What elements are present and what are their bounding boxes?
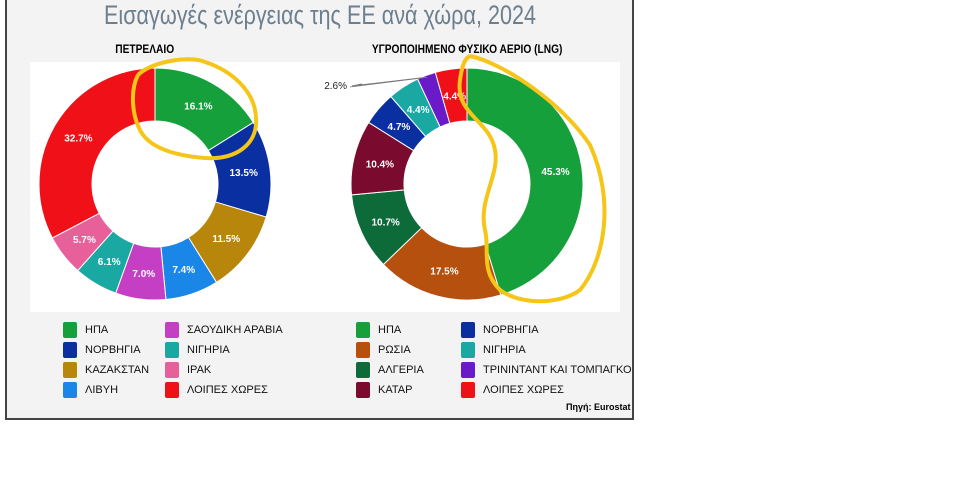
highlight-annotation-oil [131, 57, 259, 161]
legend-swatch [165, 362, 179, 378]
legend-label: ΣΑΟΥΔΙΚΗ ΑΡΑΒΙΑ [187, 324, 283, 336]
legend-label: ΚΑΤΑΡ [378, 384, 413, 396]
legend-swatch [63, 362, 77, 378]
data-label: 4.4% [407, 105, 430, 116]
legend-item: ΑΛΓΕΡΙΑ [356, 362, 424, 378]
data-label: 6.1% [98, 257, 121, 268]
legend-item: ΚΑΤΑΡ [356, 382, 412, 398]
legend-item: ΡΩΣΙΑ [356, 342, 411, 358]
source-note: Πηγή: Eurostat [566, 402, 631, 412]
legend-item: ΝΟΡΒΗΓΙΑ [461, 322, 539, 338]
oil-subtitle: ΠΕΤΡΕΛΑΙΟ [115, 42, 175, 56]
legend-label: ΙΡΑΚ [187, 364, 212, 376]
data-label: 16.1% [184, 102, 212, 113]
donut-slice [38, 67, 156, 239]
legend-label: ΝΙΓΗΡΙΑ [483, 344, 526, 356]
data-label: 4.4% [443, 91, 466, 102]
data-label: 10.4% [366, 159, 394, 170]
legend-swatch [356, 362, 370, 378]
legend-swatch [461, 322, 475, 338]
legend-item: ΗΠΑ [63, 322, 108, 338]
data-label: 13.5% [230, 168, 258, 179]
lng-subtitle: ΥΓΡΟΠΟΙΗΜΕΝΟ ΦΥΣΙΚΟ ΑΕΡΙΟ (LNG) [371, 42, 563, 56]
legend-label: ΝΙΓΗΡΙΑ [187, 344, 230, 356]
legend-label: ΛΟΙΠΕΣ ΧΩΡΕΣ [483, 384, 564, 396]
legend-item: ΝΟΡΒΗΓΙΑ [63, 342, 141, 358]
legend-label: ΝΟΡΒΗΓΙΑ [85, 344, 141, 356]
legend-swatch [356, 382, 370, 398]
data-label: 11.5% [212, 234, 240, 245]
legend-swatch [356, 342, 370, 358]
legend-swatch [165, 322, 179, 338]
legend-item: ΛΙΒΥΗ [63, 382, 118, 398]
data-label: 7.4% [172, 265, 195, 276]
legend-label: ΗΠΑ [378, 324, 402, 336]
legend-swatch [63, 382, 77, 398]
legend-label: ΚΑΖΑΚΣΤΑΝ [85, 364, 150, 376]
legend-item: ΝΙΓΗΡΙΑ [461, 342, 526, 358]
legend-label: ΝΟΡΒΗΓΙΑ [483, 324, 539, 336]
legend-label: ΗΠΑ [85, 324, 109, 336]
legend-label: ΛΟΙΠΕΣ ΧΩΡΕΣ [187, 384, 268, 396]
legend-label: ΛΙΒΥΗ [85, 384, 119, 396]
legend-item: ΤΡΙΝΙΝΤΑΝΤ ΚΑΙ ΤΟΜΠΑΓΚΟ [461, 362, 632, 378]
data-label: 4.7% [388, 122, 411, 133]
legend-swatch [63, 342, 77, 358]
legend-label: ΑΛΓΕΡΙΑ [378, 364, 424, 376]
legend-swatch [461, 342, 475, 358]
chart-title: Εισαγωγές ενέργειας της ΕΕ ανά χώρα, 202… [104, 0, 536, 30]
legend-item: ΗΠΑ [356, 322, 401, 338]
data-label: 32.7% [64, 134, 92, 145]
legend-label: ΡΩΣΙΑ [378, 344, 411, 356]
legend-swatch [461, 362, 475, 378]
data-label: 17.5% [430, 267, 458, 278]
legend-swatch [356, 322, 370, 338]
legend-item: ΝΙΓΗΡΙΑ [165, 342, 230, 358]
legend-swatch [63, 322, 77, 338]
legend-swatch [165, 382, 179, 398]
data-label: 7.0% [132, 269, 155, 280]
legend-item: ΙΡΑΚ [165, 362, 211, 378]
legend-item: ΣΑΟΥΔΙΚΗ ΑΡΑΒΙΑ [165, 322, 283, 338]
legend-label: ΤΡΙΝΙΝΤΑΝΤ ΚΑΙ ΤΟΜΠΑΓΚΟ [483, 364, 632, 376]
legend-swatch [461, 382, 475, 398]
legend-swatch [165, 342, 179, 358]
legend-item: ΛΟΙΠΕΣ ΧΩΡΕΣ [461, 382, 564, 398]
data-label: 5.7% [73, 235, 96, 246]
data-label: 10.7% [371, 217, 399, 228]
data-label: 2.6% [324, 81, 347, 92]
legend-item: ΚΑΖΑΚΣΤΑΝ [63, 362, 149, 378]
data-label: 45.3% [541, 167, 569, 178]
highlight-annotation-lng [457, 54, 607, 304]
legend-item: ΛΟΙΠΕΣ ΧΩΡΕΣ [165, 382, 268, 398]
